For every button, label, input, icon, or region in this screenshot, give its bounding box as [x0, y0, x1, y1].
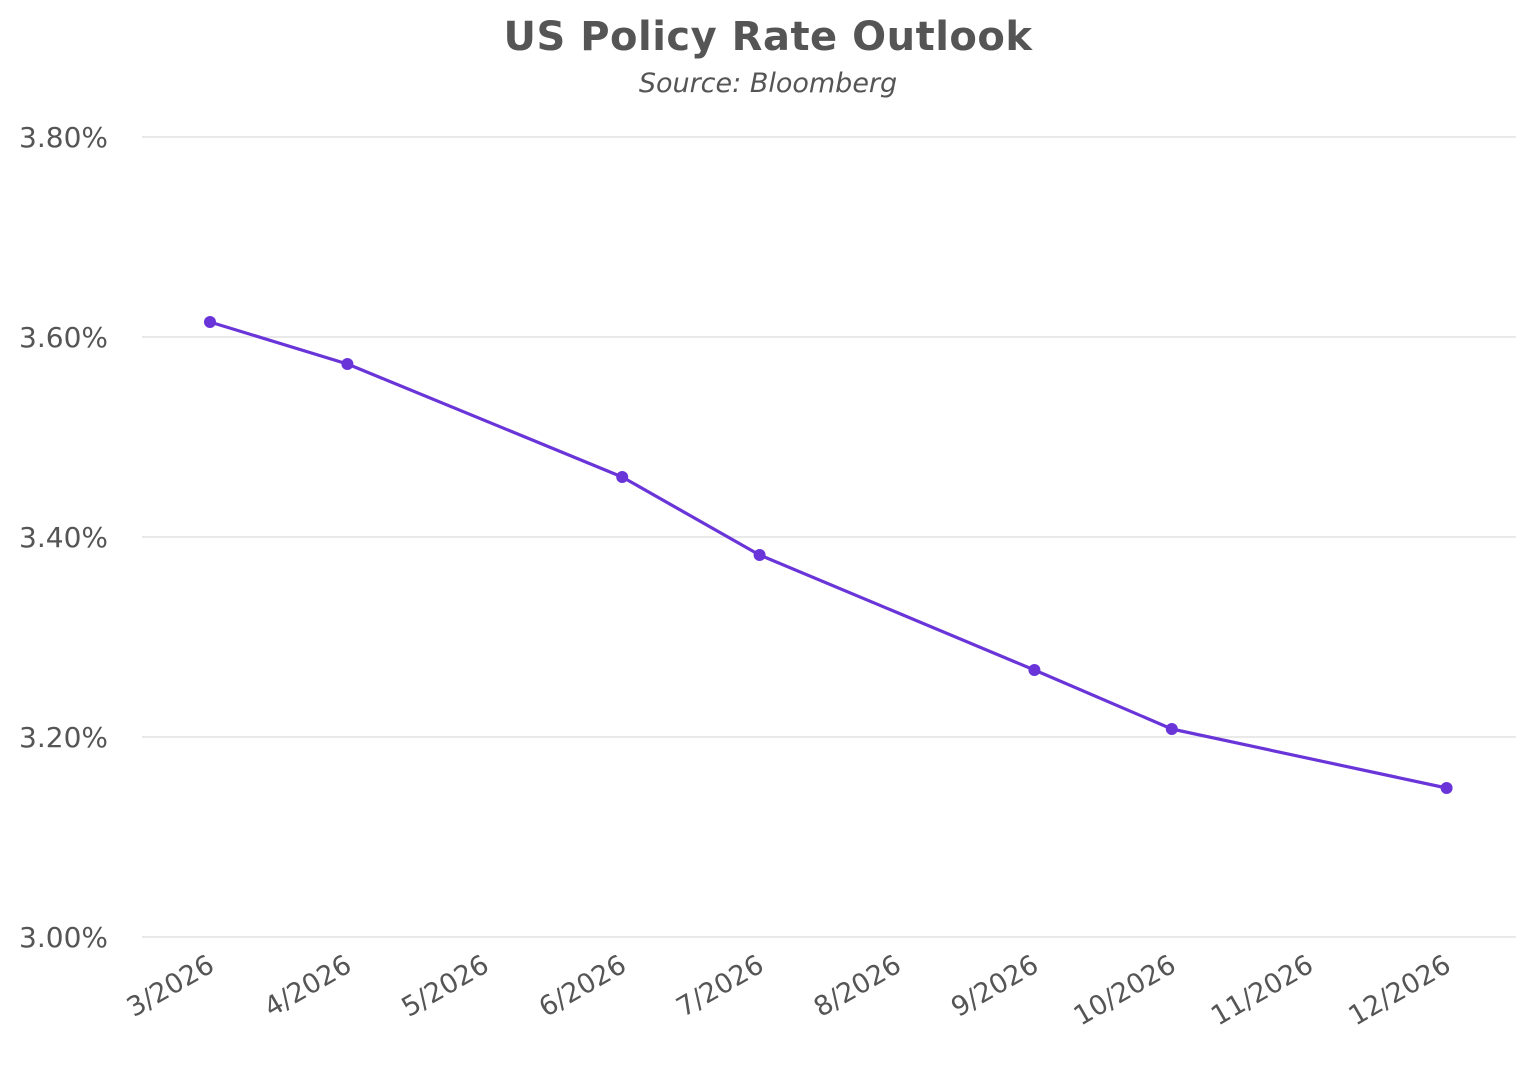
y-tick-label: 3.60% — [19, 321, 108, 354]
x-tick-label: 6/2026 — [534, 949, 632, 1023]
x-tick-label: 10/2026 — [1069, 949, 1182, 1032]
x-tick-label: 3/2026 — [122, 949, 220, 1023]
gridlines — [142, 136, 1516, 938]
x-tick-label: 4/2026 — [259, 949, 357, 1023]
x-tick-label: 11/2026 — [1206, 949, 1319, 1032]
data-point — [204, 316, 216, 328]
series-line — [209, 320, 1447, 790]
data-point — [341, 358, 354, 370]
x-tick-label: 8/2026 — [809, 949, 907, 1023]
data-point — [1028, 664, 1041, 676]
y-axis-ticks: 3.00% 3.20% 3.40% 3.60% 3.80% — [19, 121, 108, 954]
data-point — [1440, 782, 1453, 794]
x-tick-label: 5/2026 — [397, 949, 495, 1023]
data-point — [753, 549, 766, 561]
x-tick-label: 9/2026 — [946, 949, 1044, 1023]
data-point — [1165, 723, 1178, 735]
series-layer — [204, 316, 1453, 794]
y-tick-label: 3.00% — [19, 921, 108, 954]
x-tick-label: 7/2026 — [671, 949, 769, 1023]
x-axis-ticks: 3/2026 4/2026 5/2026 6/2026 7/2026 8/2026 9/20… — [122, 949, 1456, 1032]
y-tick-label: 3.20% — [19, 721, 108, 754]
data-point — [616, 471, 629, 483]
chart-subtitle: Source: Bloomberg — [638, 68, 898, 99]
x-tick-label: 12/2026 — [1343, 949, 1456, 1032]
y-tick-label: 3.80% — [19, 121, 108, 154]
y-tick-label: 3.40% — [19, 521, 108, 554]
chart-title: US Policy Rate Outlook — [503, 14, 1033, 60]
